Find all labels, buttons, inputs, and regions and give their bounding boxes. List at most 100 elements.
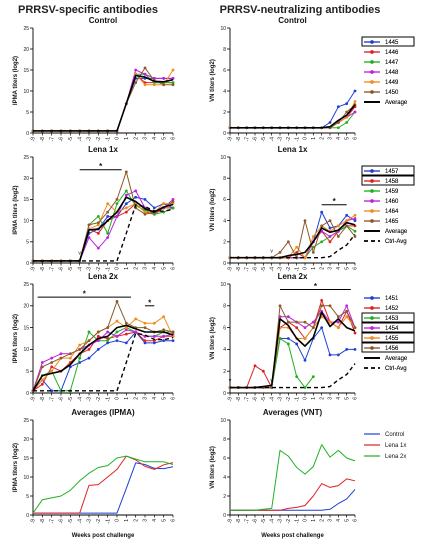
x-tick-label: -2	[286, 519, 292, 524]
x-tick-label: -3	[278, 519, 284, 524]
panel-title: Lena 1x	[278, 145, 308, 154]
legend-entry: 1447	[385, 60, 399, 66]
x-tick-label: -4	[269, 397, 275, 402]
data-point	[115, 339, 119, 343]
panel-title: Lena 1x	[88, 145, 118, 154]
legend-entry: 1458	[385, 179, 399, 185]
x-tick-label: 0	[115, 137, 121, 140]
x-tick-label: 3	[328, 397, 334, 400]
x-tick-label: -4	[77, 137, 83, 142]
data-point	[96, 221, 100, 225]
data-point	[295, 320, 299, 324]
x-tick-label: -8	[40, 519, 46, 524]
data-point	[87, 339, 91, 343]
data-point	[171, 83, 175, 87]
data-point	[286, 240, 290, 244]
data-point	[303, 337, 307, 340]
data-point	[253, 364, 257, 368]
legend-marker	[370, 336, 374, 340]
legend-marker	[370, 199, 374, 203]
data-point	[336, 224, 340, 228]
data-point	[143, 66, 147, 70]
series-line-ctrl-avg	[230, 363, 356, 389]
x-tick-label: 5	[344, 267, 350, 270]
legend-entry: Ctrl-Avg	[385, 239, 407, 245]
y-tick-label: 25	[23, 418, 29, 424]
data-point	[336, 126, 340, 130]
x-tick-label: -1	[294, 137, 300, 142]
x-tick-label: 4	[152, 137, 158, 140]
legend-entry: 1454	[385, 326, 399, 332]
data-point	[40, 365, 44, 369]
significance-star: *	[314, 282, 318, 291]
series-line-lena-1x	[33, 455, 174, 514]
x-tick-label: 2	[133, 267, 139, 270]
x-tick-label: -5	[261, 137, 267, 142]
y-tick-label: 0	[223, 391, 226, 397]
data-point	[336, 326, 340, 329]
data-point	[171, 81, 175, 84]
x-axis-label: Weeks post challenge	[72, 533, 135, 539]
series-line-1455	[32, 316, 174, 392]
x-tick-label: 1	[311, 267, 317, 270]
data-point	[143, 212, 147, 216]
y-tick-label: 10	[220, 282, 226, 288]
legend-marker	[370, 90, 374, 94]
data-point	[143, 326, 147, 329]
legend-highlight-box	[361, 322, 415, 333]
x-tick-label: -9	[228, 397, 234, 402]
data-point	[78, 348, 82, 351]
data-point	[143, 83, 147, 87]
data-point	[87, 356, 91, 360]
header-right: PRRSV-neutralizing antibodies	[220, 4, 381, 16]
y-tick-label: 6	[223, 456, 226, 462]
x-tick-label: 3	[328, 137, 334, 140]
x-tick-label: -1	[294, 519, 300, 524]
data-point	[353, 100, 357, 103]
x-tick-label: 4	[336, 137, 342, 140]
data-point	[162, 334, 166, 338]
x-tick-label: 4	[152, 397, 158, 400]
series-line-average	[230, 311, 356, 389]
data-point	[286, 342, 290, 346]
legend-entry: 1451	[385, 296, 399, 302]
x-tick-label: 1	[311, 137, 317, 140]
series-line-ctrl-avg	[230, 233, 356, 259]
data-point	[345, 315, 349, 319]
data-point	[353, 219, 357, 223]
x-tick-label: -3	[278, 397, 284, 402]
data-point	[124, 202, 128, 206]
data-point	[124, 321, 128, 325]
legend-marker	[370, 189, 374, 193]
series-line-1456	[32, 300, 174, 391]
data-point	[106, 341, 110, 345]
legend-entry: Lena 1x	[385, 443, 406, 449]
x-tick-label: -1	[105, 519, 111, 524]
legend-entry: 1456	[385, 346, 399, 352]
panel-title: Averages (IPMA)	[71, 408, 135, 417]
x-tick-label: 2	[319, 137, 325, 140]
data-point	[336, 320, 340, 324]
x-tick-label: 5	[344, 137, 350, 140]
series-line-1455	[230, 316, 356, 389]
series-line-1445	[33, 77, 173, 132]
x-tick-label: -2	[96, 267, 102, 272]
panel-title: Control	[89, 16, 117, 25]
x-tick-label: -8	[236, 137, 242, 142]
y-tick-label: 0	[26, 391, 29, 397]
x-tick-label: -5	[68, 137, 74, 142]
legend-entry: 1446	[385, 50, 399, 56]
data-point	[96, 231, 100, 235]
x-tick-label: -7	[244, 267, 250, 272]
data-point	[106, 202, 110, 206]
series-line-1448	[230, 111, 356, 129]
data-point	[295, 375, 299, 379]
data-point	[278, 304, 282, 308]
y-tick-label: 10	[23, 89, 29, 95]
data-point	[87, 348, 91, 351]
data-point	[328, 121, 332, 124]
x-tick-label: 0	[115, 267, 121, 270]
legend-entry: 1460	[385, 199, 399, 205]
